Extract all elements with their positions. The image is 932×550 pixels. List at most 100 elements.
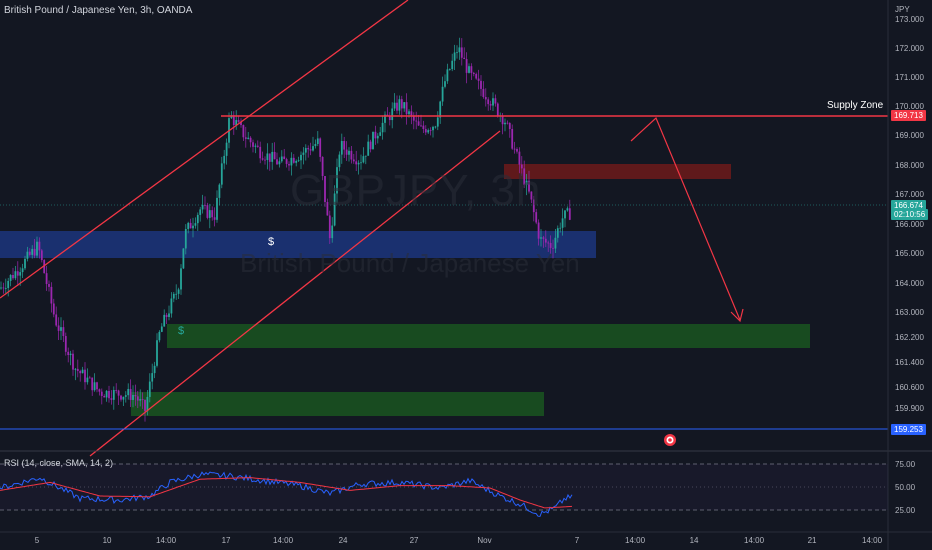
rsi-indicator-label[interactable]: RSI (14, close, SMA, 14, 2) <box>4 458 114 468</box>
candle-body <box>232 115 235 126</box>
time-tick-label: 14:00 <box>625 536 646 545</box>
dollar-marker-lower[interactable]: $ <box>178 325 185 337</box>
candle-body <box>151 373 154 382</box>
event-flag-icon[interactable] <box>664 434 676 446</box>
rsi-band <box>0 464 888 510</box>
candle-body <box>348 150 350 155</box>
candle-body <box>506 122 509 124</box>
candle-body <box>381 122 384 133</box>
candle-body <box>240 121 242 126</box>
projection-arrow[interactable] <box>630 116 741 321</box>
candle-body <box>559 227 562 229</box>
candle-body <box>16 271 19 276</box>
candle-body <box>2 287 5 289</box>
candle-body <box>405 102 408 115</box>
candle-body <box>254 145 257 147</box>
candle-body <box>396 102 398 111</box>
price-tick-label: 161.400 <box>895 358 924 367</box>
candle-body <box>448 69 451 70</box>
candle-body <box>487 99 490 105</box>
candle-body <box>45 273 48 284</box>
supply-zone-label[interactable]: Supply Zone <box>827 100 884 111</box>
price-tick-label: 167.000 <box>895 190 924 199</box>
watermark-name: British Pound / Japanese Yen <box>240 248 580 278</box>
candle-body <box>105 390 108 398</box>
candle-body <box>52 303 55 315</box>
candle-body <box>273 151 276 160</box>
dollar-marker-upper[interactable]: $ <box>268 236 275 248</box>
candle-body <box>124 395 127 397</box>
candle-body <box>525 180 528 185</box>
candle-body <box>312 146 314 151</box>
candle-body <box>192 225 194 229</box>
candle-body <box>345 149 348 155</box>
candle-body <box>508 123 511 129</box>
candle-body <box>278 161 281 165</box>
candle-body <box>69 353 72 356</box>
candle-body <box>552 247 554 249</box>
price-tick-label: 172.000 <box>895 44 924 53</box>
candle-body <box>98 389 101 392</box>
candle-body <box>259 146 262 159</box>
candle-body <box>480 80 482 89</box>
candle-body <box>247 137 250 139</box>
candle-body <box>422 125 425 130</box>
candle-body <box>290 157 293 166</box>
candle-body <box>494 98 497 104</box>
rsi-tick-50: 50.00 <box>895 483 916 492</box>
rsi-tick-75: 75.00 <box>895 460 916 469</box>
candle-body <box>74 368 77 370</box>
candle-body <box>532 199 535 213</box>
candle-body <box>19 272 22 276</box>
candle-body <box>415 120 418 122</box>
candle-body <box>165 314 168 318</box>
candle-body <box>177 289 180 294</box>
demand-zone-green-upper <box>167 324 810 348</box>
candle-body <box>472 72 475 74</box>
candle-body <box>196 214 199 224</box>
time-tick-label: 14:00 <box>156 536 177 545</box>
candle-body <box>324 176 326 203</box>
projection-arrowhead <box>730 308 744 323</box>
candle-body <box>189 222 192 229</box>
price-tick-label: 170.000 <box>895 102 924 111</box>
candle-body <box>564 210 566 219</box>
channel-lower-trendline[interactable] <box>89 130 501 457</box>
low-level-tag: 159.253 <box>891 424 926 435</box>
candle-body <box>81 369 84 374</box>
candle-body <box>530 191 533 200</box>
time-tick-label: 5 <box>34 536 40 545</box>
candle-body <box>7 280 10 289</box>
candle-body <box>139 399 142 401</box>
candle-body <box>36 241 38 256</box>
candle-body <box>417 121 420 126</box>
candle-body <box>379 132 382 136</box>
candle-body <box>333 193 336 226</box>
candle-body <box>424 129 427 133</box>
candle-body <box>237 120 240 122</box>
candle-body <box>283 156 286 160</box>
candle-body <box>201 204 204 210</box>
candle-body <box>456 52 458 54</box>
watermark-symbol: GBPJPY, 3h <box>290 166 542 215</box>
candle-body <box>501 115 504 125</box>
candle-body <box>208 210 211 218</box>
time-tick-label: 14:00 <box>273 536 294 545</box>
candle-body <box>444 81 446 87</box>
candle-body <box>549 242 552 248</box>
candle-body <box>547 242 550 244</box>
rsi-tick-25: 25.00 <box>895 506 916 515</box>
candle-body <box>268 153 271 162</box>
symbol-header[interactable]: British Pound / Japanese Yen, 3h, OANDA <box>4 5 193 16</box>
candle-body <box>40 250 43 261</box>
candle-body <box>9 274 12 281</box>
candle-body <box>451 60 454 70</box>
price-tick-label: 173.000 <box>895 15 924 24</box>
channel-upper-trendline[interactable] <box>0 0 409 299</box>
candle-body <box>127 388 130 396</box>
time-tick-label: 24 <box>338 536 348 545</box>
candle-body <box>319 138 322 157</box>
candle-body <box>520 164 523 169</box>
